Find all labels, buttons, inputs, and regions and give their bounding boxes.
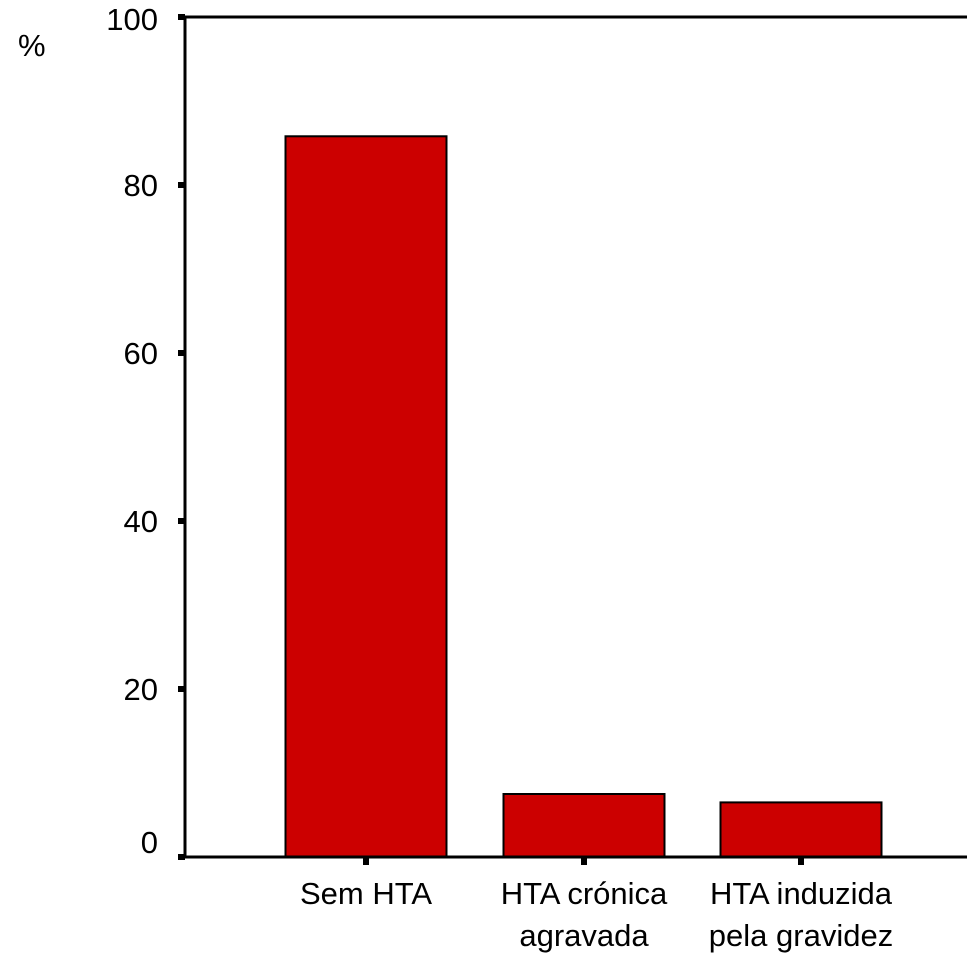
- y-tick-1: [178, 686, 185, 692]
- bar-2: [719, 801, 883, 859]
- x-category-label-0: Sem HTA: [300, 876, 432, 911]
- x-category-label-1-line-0: HTA crónica: [501, 876, 668, 911]
- x-tick-0: [363, 857, 369, 865]
- y-tick-label-2: 40: [124, 504, 158, 539]
- x-tick-2: [798, 857, 804, 865]
- x-category-label-0-line-0: Sem HTA: [300, 876, 432, 911]
- y-tick-label-1: 20: [124, 672, 158, 707]
- y-tick-2: [178, 518, 185, 524]
- x-category-label-1-line-1: agravada: [519, 918, 649, 953]
- y-tick-5: [178, 14, 185, 20]
- y-tick-label-4: 80: [124, 168, 158, 203]
- x-ticks-group: Sem HTA HTA crónica agravada HTA induzida pe…: [300, 857, 893, 953]
- x-category-label-2-line-1: pela gravidez: [709, 918, 893, 953]
- y-ticks-group: 0 20 40 60 80 100: [106, 2, 185, 860]
- y-tick-label-3: 60: [124, 336, 158, 371]
- bar-0: [284, 135, 448, 858]
- x-category-label-2-line-0: HTA induzida: [710, 876, 893, 911]
- y-tick-label-5: 100: [106, 2, 158, 37]
- y-axis-unit-label: %: [18, 28, 46, 63]
- y-tick-3: [178, 350, 185, 356]
- bars-group: [284, 135, 883, 859]
- y-tick-4: [178, 182, 185, 188]
- bar-1: [502, 793, 666, 858]
- x-tick-1: [581, 857, 587, 865]
- y-tick-0: [178, 854, 185, 860]
- x-category-label-2: HTA induzida pela gravidez: [709, 876, 893, 953]
- y-tick-label-0: 0: [141, 825, 158, 860]
- x-category-label-1: HTA crónica agravada: [501, 876, 668, 953]
